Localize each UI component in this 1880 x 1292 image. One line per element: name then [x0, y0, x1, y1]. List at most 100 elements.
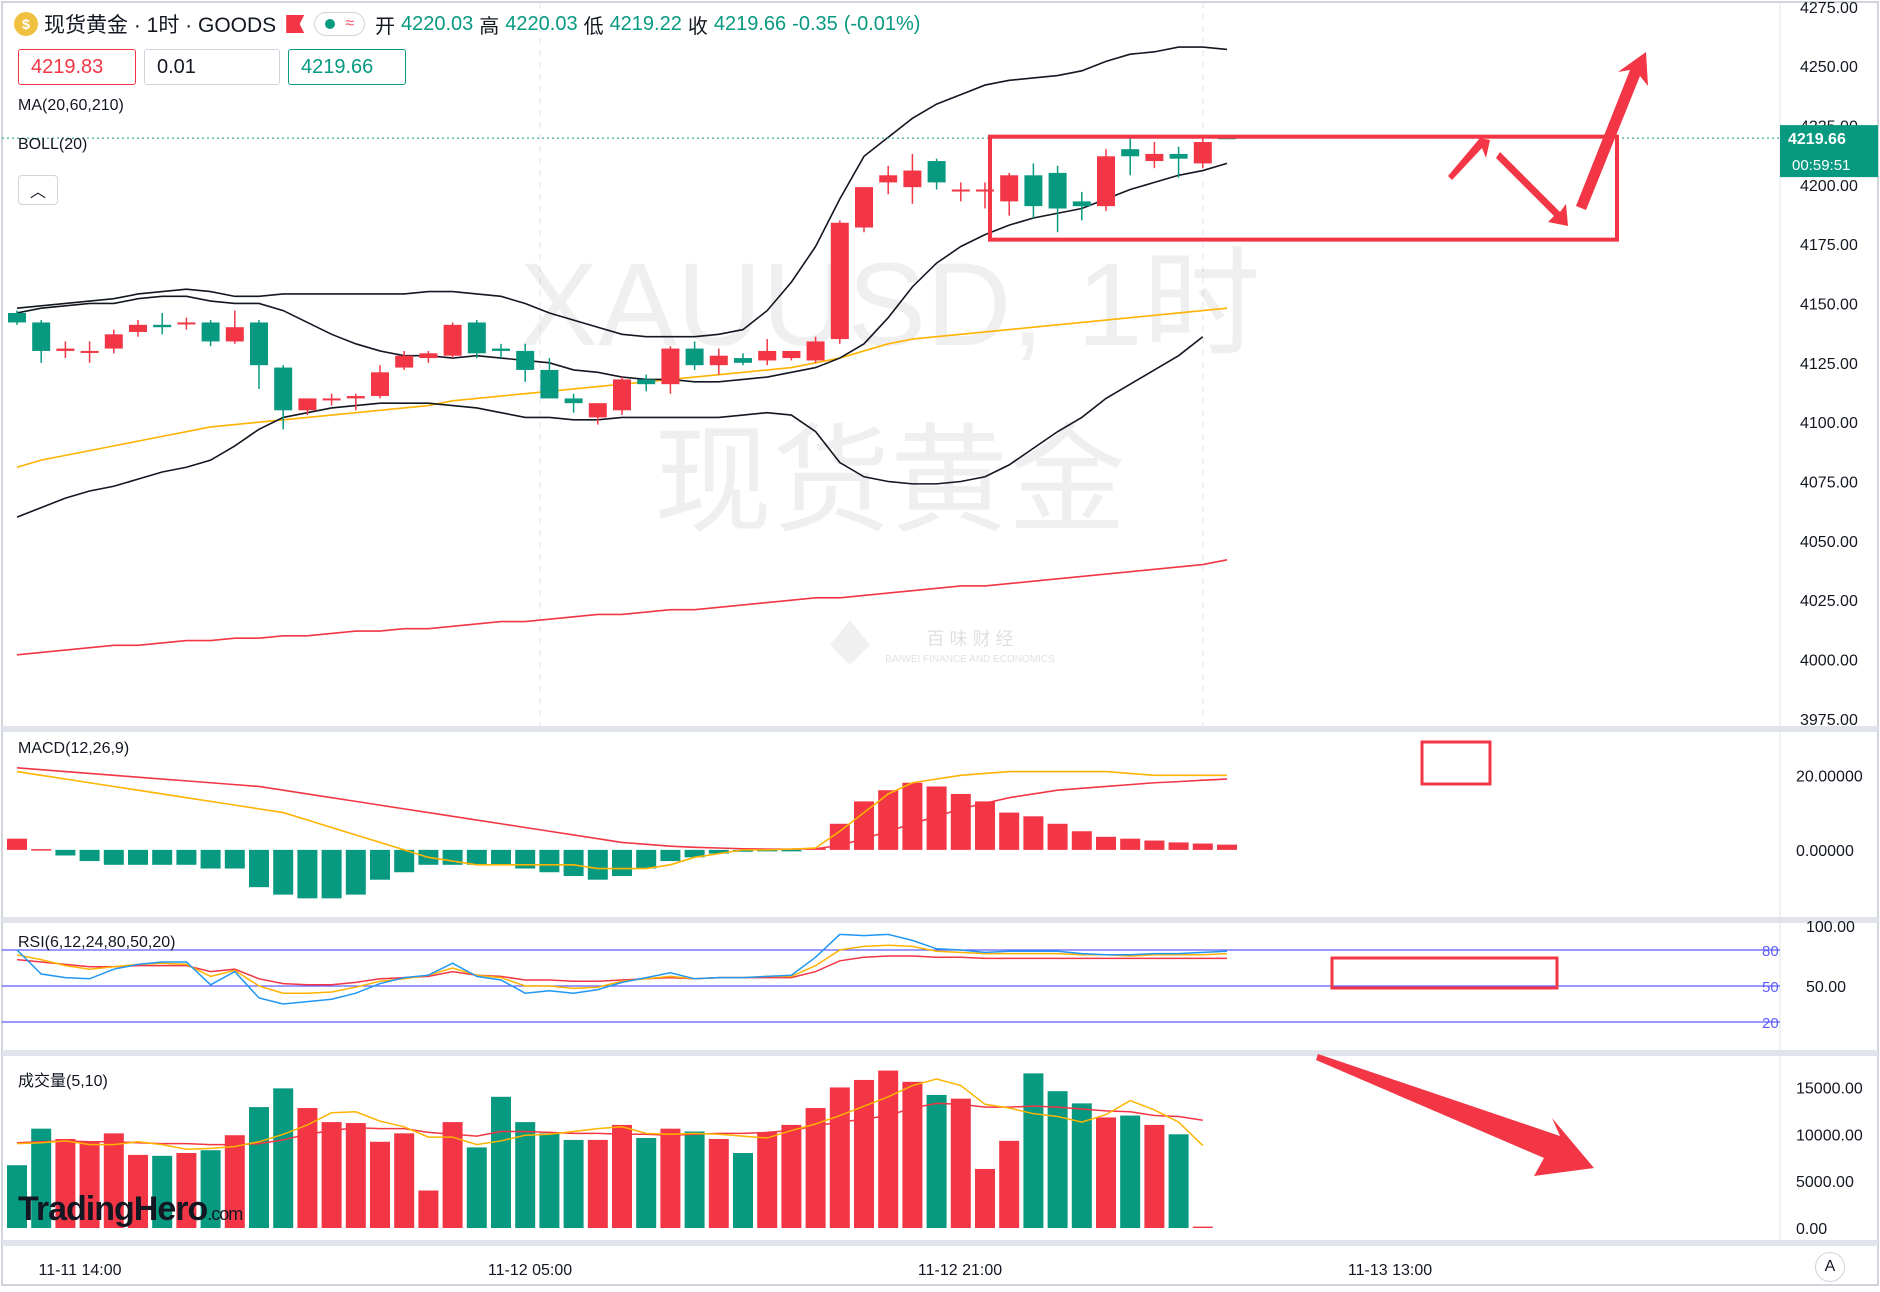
macd-bar: [491, 849, 511, 865]
range-box-annotation: [988, 134, 1619, 242]
candle: [806, 341, 825, 361]
macd-bar: [370, 849, 390, 880]
boll-legend[interactable]: BOLL(20): [18, 136, 88, 153]
macd-bar: [612, 849, 632, 876]
volume-bar: [1071, 1103, 1092, 1228]
price-tag-countdown: 00:59:51: [1792, 157, 1850, 174]
volume-bar: [176, 1153, 197, 1228]
candle: [588, 403, 607, 418]
quantity-input[interactable]: 0.01: [144, 49, 280, 85]
rsi24-line: [16, 955, 1227, 986]
candle: [129, 324, 147, 332]
chevron-up-icon: ︿: [29, 184, 46, 201]
watermark-symbol: XAUUSD, 1时: [520, 239, 1261, 371]
candle: [56, 348, 75, 351]
macd-bar: [224, 849, 245, 869]
candle: [927, 161, 946, 183]
rsi-tick-label: 100.00: [1806, 919, 1855, 936]
candle: [443, 324, 462, 356]
macd-bar: [273, 849, 294, 895]
volume-tick-label: 10000.00: [1796, 1127, 1863, 1144]
candle: [661, 348, 680, 385]
candle: [903, 170, 922, 188]
candle: [951, 189, 970, 192]
candle: [419, 353, 438, 359]
price-tick-label: 3975.00: [1800, 712, 1858, 729]
rsi-legend[interactable]: RSI(6,12,24,80,50,20): [18, 934, 176, 951]
macd-bar: [7, 838, 27, 850]
collapse-legend-button[interactable]: ︿: [18, 175, 58, 205]
volume-bar: [1192, 1226, 1213, 1228]
macd-bar: [1168, 842, 1189, 850]
symbol-title[interactable]: 现货黄金 · 1时 · GOODS: [44, 14, 277, 37]
auto-scale-button[interactable]: A: [1815, 1252, 1845, 1282]
buy-button[interactable]: 4219.66: [288, 49, 406, 85]
candle: [1097, 156, 1115, 207]
candle: [201, 322, 220, 342]
volume-bar: [515, 1122, 536, 1228]
volume-tick-label: 5000.00: [1796, 1174, 1854, 1191]
volume-ma5-line: [16, 1078, 1204, 1151]
brand-name: TradingHero: [18, 1190, 208, 1228]
volume-bar: [370, 1141, 390, 1228]
time-tick-label: 11-13 13:00: [1348, 1262, 1432, 1279]
candle: [830, 222, 849, 340]
macd-tick-label: 20.00000: [1796, 768, 1863, 785]
time-tick-label: 11-11 14:00: [38, 1262, 121, 1279]
macd-bar: [103, 849, 124, 865]
candle: [855, 187, 873, 228]
high-label: 高: [479, 15, 500, 38]
sell-button[interactable]: 4219.83: [18, 49, 136, 85]
macd-bar: [1217, 844, 1237, 850]
macd-bar: [708, 849, 729, 854]
macd-bar: [321, 849, 342, 899]
volume-bar: [418, 1190, 439, 1228]
candle: [371, 372, 389, 397]
macd-bar: [660, 849, 681, 862]
candle: [1072, 201, 1091, 207]
gold-coin-icon: $: [14, 12, 38, 36]
candle: [80, 350, 99, 353]
volume-bar: [297, 1108, 318, 1228]
candle: [225, 327, 244, 342]
candle: [467, 322, 486, 354]
macd-annotation-box: [1420, 740, 1492, 786]
candle: [104, 334, 123, 349]
volume-bar: [152, 1155, 173, 1228]
macd-dea-line: [16, 767, 1228, 850]
flag-icon[interactable]: [286, 15, 305, 33]
candle: [709, 355, 728, 366]
open-label: 开: [374, 15, 395, 38]
macd-bar: [55, 849, 76, 856]
macd-legend[interactable]: MACD(12,26,9): [18, 740, 130, 757]
volume-bar: [999, 1140, 1020, 1228]
volume-bar: [636, 1138, 657, 1228]
market-open-dot-icon: [325, 19, 336, 29]
macd-bar: [975, 801, 995, 850]
volume-bar: [1047, 1091, 1068, 1228]
macd-bar: [128, 849, 148, 865]
price-tick-label: 4100.00: [1800, 415, 1858, 432]
candle: [1169, 153, 1188, 159]
candle: [734, 358, 752, 363]
macd-bar: [781, 849, 802, 852]
volume-bar: [249, 1107, 269, 1228]
volume-legend[interactable]: 成交量(5,10): [18, 1073, 108, 1090]
high-value: 4220.03: [505, 12, 578, 35]
volume-bar: [1168, 1134, 1189, 1228]
status-pill[interactable]: ≈: [314, 12, 365, 36]
change-value: -0.35: [792, 12, 838, 35]
candle: [758, 350, 777, 361]
price-tick-label: 4000.00: [1800, 653, 1858, 670]
candle: [395, 355, 414, 368]
rsi-level-label: 50: [1762, 979, 1779, 996]
candle: [564, 398, 583, 404]
macd-bar: [878, 790, 899, 850]
boll-lower-line: [16, 336, 1204, 518]
ma-legend[interactable]: MA(20,60,210): [18, 97, 124, 114]
volume-bar: [321, 1122, 342, 1228]
volume-bar: [273, 1088, 294, 1228]
macd-bar: [394, 849, 415, 873]
macd-bar: [31, 849, 52, 851]
